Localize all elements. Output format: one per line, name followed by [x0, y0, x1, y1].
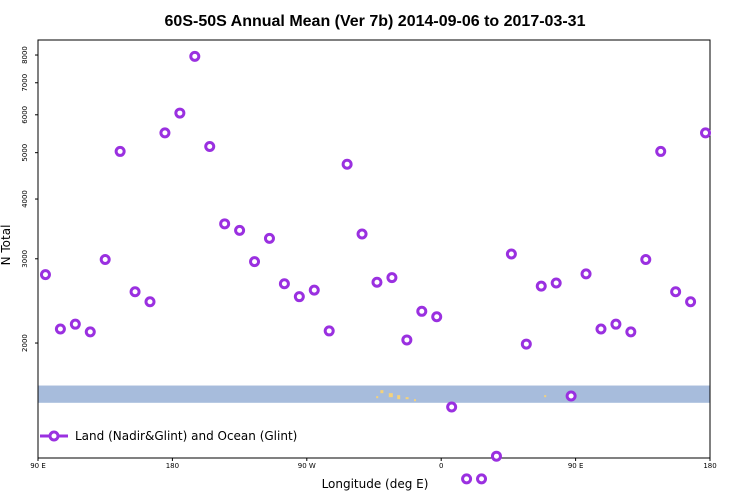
data-point — [263, 232, 275, 244]
ocean-band — [38, 385, 710, 403]
legend-label: Land (Nadir&Glint) and Ocean (Glint) — [75, 429, 297, 443]
plot-frame — [37, 39, 711, 459]
data-point — [670, 286, 682, 298]
x-tick-label: 0 — [439, 462, 443, 470]
data-point — [174, 107, 186, 119]
data-point — [234, 224, 246, 236]
data-point — [249, 256, 261, 268]
data-point — [278, 278, 290, 290]
land-patch — [414, 399, 416, 402]
data-point — [144, 296, 156, 308]
data-point — [114, 145, 126, 157]
land-patch — [380, 390, 384, 394]
data-point — [293, 291, 305, 303]
y-tick-label: 4000 — [21, 190, 29, 208]
y-tick-label: 5000 — [21, 144, 29, 162]
data-point — [520, 338, 532, 350]
y-tick-label: 7000 — [21, 74, 29, 92]
data-point — [323, 325, 335, 337]
land-patch — [405, 397, 409, 400]
data-points — [39, 50, 712, 485]
data-point — [490, 450, 502, 462]
land-patch — [544, 395, 547, 398]
y-tick-label: 8000 — [21, 46, 29, 64]
x-axis: 90 E 180 90 W 0 90 E 180 — [30, 458, 717, 470]
data-point — [505, 248, 517, 260]
data-point — [685, 296, 697, 308]
land-patch — [397, 395, 401, 400]
x-tick-label: 90 E — [568, 462, 584, 470]
data-point — [550, 277, 562, 289]
data-point — [401, 334, 413, 346]
data-point — [84, 326, 96, 338]
y-tick-label: 2000 — [21, 334, 29, 352]
data-point — [39, 269, 51, 281]
chart-title: 60S-50S Annual Mean (Ver 7b) 2014-09-06 … — [165, 13, 586, 30]
data-point — [99, 253, 111, 265]
data-point — [219, 218, 231, 230]
data-point — [431, 311, 443, 323]
data-point — [476, 473, 488, 485]
data-point — [446, 401, 458, 413]
data-point — [595, 323, 607, 335]
data-point — [341, 158, 353, 170]
data-point — [204, 141, 216, 153]
data-point — [308, 284, 320, 296]
data-point — [461, 473, 473, 485]
data-point — [535, 280, 547, 292]
data-point — [69, 318, 81, 330]
x-axis-label: Longitude (deg E) — [322, 477, 429, 491]
data-point — [371, 276, 383, 288]
data-point — [189, 50, 201, 62]
data-point — [610, 318, 622, 330]
y-axis: 2000 3000 4000 5000 6000 7000 8000 — [21, 46, 38, 352]
data-point — [416, 305, 428, 317]
data-point — [356, 228, 368, 240]
data-point — [159, 127, 171, 139]
legend: Land (Nadir&Glint) and Ocean (Glint) — [40, 429, 297, 443]
data-point — [129, 286, 141, 298]
x-tick-label: 180 — [703, 462, 716, 470]
y-tick-label: 3000 — [21, 250, 29, 268]
x-tick-label: 180 — [166, 462, 179, 470]
land-patch — [376, 396, 379, 399]
plot-area — [38, 385, 710, 403]
legend-marker — [48, 430, 60, 442]
data-point — [655, 145, 667, 157]
data-point — [640, 253, 652, 265]
land-patch — [388, 393, 393, 398]
x-tick-label: 90 W — [298, 462, 316, 470]
data-point — [386, 272, 398, 284]
y-axis-label: N Total — [0, 225, 13, 266]
data-point — [625, 326, 637, 338]
data-point — [54, 323, 66, 335]
data-point — [580, 268, 592, 280]
data-point — [565, 390, 577, 402]
data-point — [700, 127, 712, 139]
x-tick-label: 90 E — [30, 462, 46, 470]
y-tick-label: 6000 — [21, 106, 29, 124]
land-patches — [376, 390, 547, 402]
